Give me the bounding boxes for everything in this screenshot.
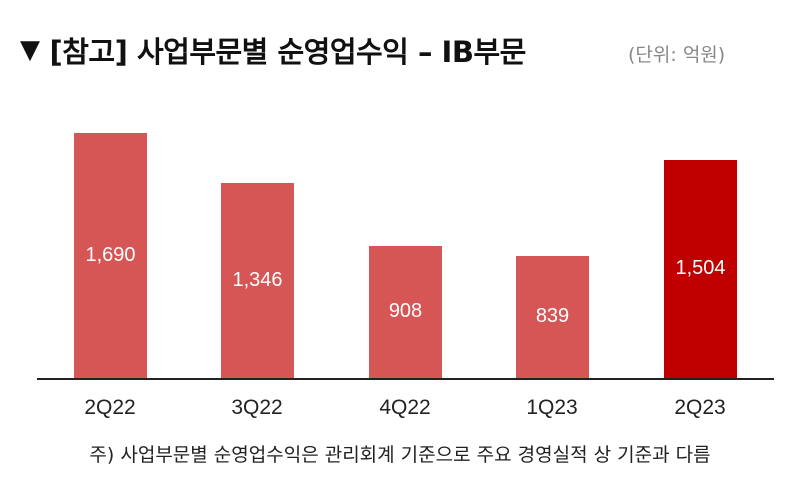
chart-title-text: [참고] 사업부문별 순영업수익 – IB부문 — [49, 35, 527, 69]
bar-2q23: 1,504 — [664, 160, 737, 378]
bar-3q22: 1,346 — [221, 183, 294, 378]
footnote: 주) 사업부문별 순영업수익은 관리회계 기준으로 주요 경영실적 상 기준과 … — [89, 444, 711, 466]
bar-value-label: 908 — [388, 300, 423, 322]
bar-value-label: 1,690 — [85, 243, 136, 266]
bar-value-label: 1,504 — [675, 257, 726, 279]
x-tick-label: 2Q22 — [84, 396, 136, 419]
bar-value-label: 839 — [535, 305, 570, 327]
x-tick-label: 4Q22 — [379, 396, 431, 419]
bar-2q22: 1,690 — [74, 133, 147, 378]
bar-4q22: 908 — [369, 246, 442, 378]
bar-1q23: 839 — [516, 256, 589, 378]
x-tick-label: 2Q23 — [674, 396, 726, 419]
x-tick-label: 1Q23 — [526, 396, 578, 419]
x-tick-label: 3Q22 — [231, 396, 283, 419]
triangle-down-icon: ▼ — [20, 35, 40, 65]
bar-value-label: 1,346 — [232, 268, 283, 291]
unit-label: (단위: 억원) — [628, 44, 726, 66]
chart-title: ▼ [참고] 사업부문별 순영업수익 – IB부문 — [20, 30, 526, 70]
x-axis-line — [37, 378, 774, 380]
